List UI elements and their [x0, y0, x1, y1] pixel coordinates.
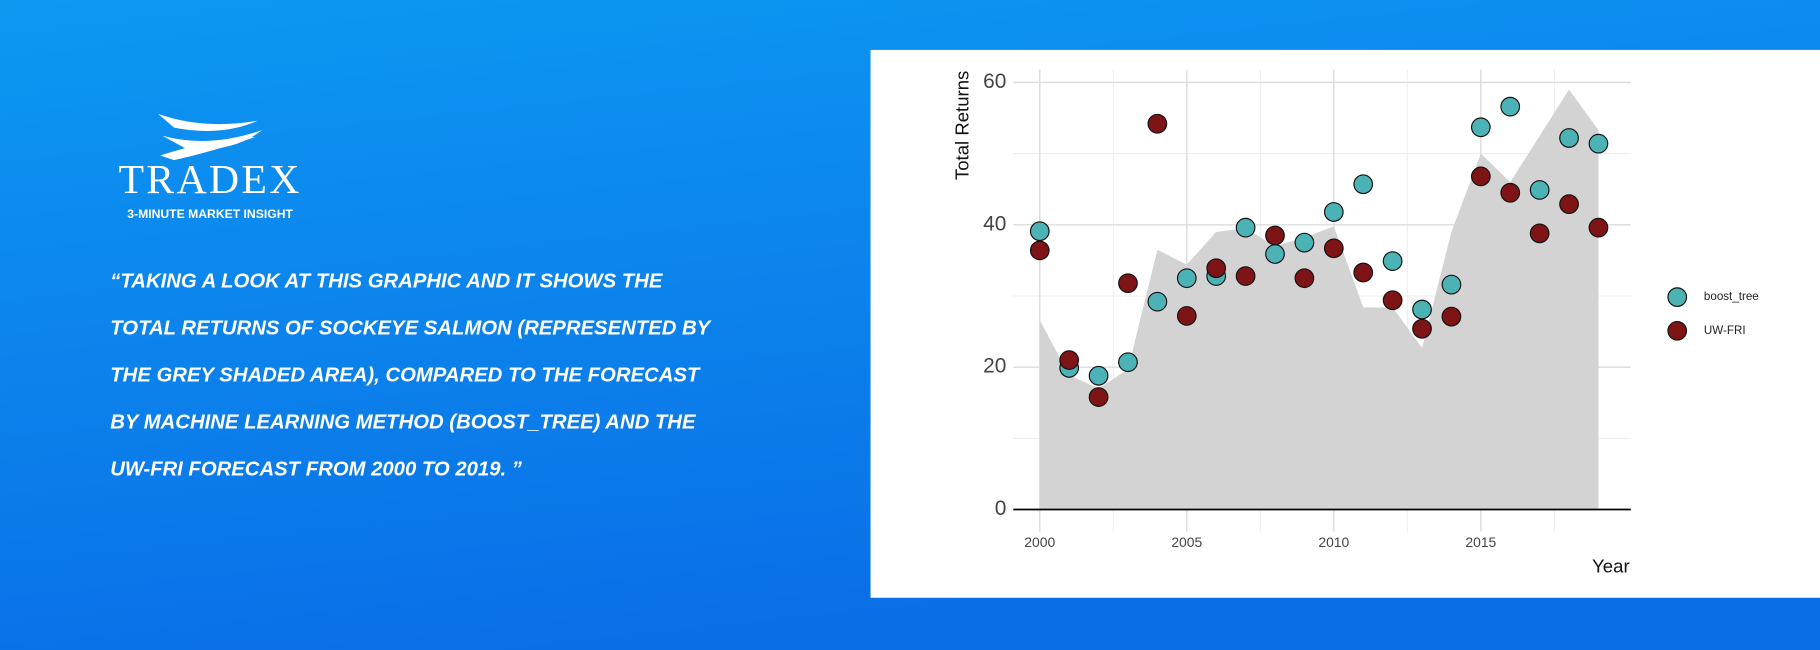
point	[1353, 174, 1374, 195]
point	[1412, 299, 1432, 320]
point	[1088, 387, 1109, 407]
point	[1294, 268, 1315, 289]
y-tick-label: 0	[995, 497, 1007, 520]
point	[1559, 128, 1579, 148]
point	[1470, 166, 1491, 187]
point	[1265, 244, 1285, 264]
point	[1441, 306, 1462, 327]
point	[1323, 238, 1344, 259]
x-tick-label: 2015	[1465, 534, 1496, 550]
point	[1382, 290, 1403, 311]
quote-line: UW-FRI FORECAST FROM 2000 TO 2019. ”	[110, 458, 522, 480]
quote-line: “TAKING A LOOK AT THIS GRAPHIC AND IT SH…	[110, 270, 664, 292]
y-tick-label: 60	[983, 70, 1006, 93]
point	[1059, 350, 1080, 370]
point	[1412, 318, 1432, 339]
point	[1294, 232, 1315, 253]
y-tick-label: 20	[983, 355, 1006, 378]
chart: 0 20 40 60 2000 2005 2010 2015 boost_tree UW-FRI T…	[951, 69, 1759, 576]
x-axis-label: Year	[1592, 555, 1630, 576]
point	[1235, 217, 1256, 238]
area	[1039, 89, 1599, 510]
quote: “TAKING A LOOK AT THIS GRAPHIC AND IT SH…	[110, 270, 712, 480]
point	[1118, 273, 1138, 294]
point	[1235, 266, 1256, 286]
tagline: 3-MINUTE MARKET INSIGHT	[127, 207, 293, 221]
point	[1588, 217, 1609, 238]
point	[1529, 180, 1550, 200]
legend-marker	[1667, 287, 1688, 308]
point	[1147, 113, 1168, 134]
point	[1470, 117, 1491, 138]
point	[1382, 251, 1403, 271]
point	[1529, 223, 1550, 244]
legend-label: UW-FRI	[1704, 324, 1746, 337]
point	[1500, 182, 1521, 203]
point	[1029, 240, 1050, 261]
point	[1441, 274, 1462, 295]
point	[1176, 306, 1197, 326]
point	[1323, 202, 1344, 222]
point	[1559, 194, 1579, 215]
point	[1588, 133, 1609, 154]
legend-marker	[1667, 320, 1688, 341]
quote-line: BY MACHINE LEARNING METHOD (BOOST_TREE) …	[110, 411, 697, 433]
y-axis-label: Total Returns	[951, 71, 972, 180]
point	[1088, 365, 1109, 386]
point	[1176, 268, 1197, 289]
legend-label: boost_tree	[1704, 290, 1759, 303]
point	[1353, 262, 1374, 283]
x-tick-label: 2000	[1024, 534, 1055, 550]
point	[1265, 225, 1285, 246]
logo	[157, 113, 263, 161]
quote-line: THE GREY SHADED AREA), COMPARED TO THE F…	[110, 364, 701, 386]
point	[1118, 352, 1138, 373]
point	[1206, 258, 1227, 279]
point	[1147, 291, 1168, 312]
brand: TRADEX	[118, 157, 301, 203]
y-tick-label: 40	[983, 212, 1006, 235]
quote-line: TOTAL RETURNS OF SOCKEYE SALMON (REPRESE…	[110, 317, 712, 339]
x-tick-label: 2010	[1318, 534, 1349, 550]
point	[1500, 96, 1521, 117]
x-tick-label: 2005	[1171, 534, 1202, 550]
point	[1029, 221, 1050, 242]
